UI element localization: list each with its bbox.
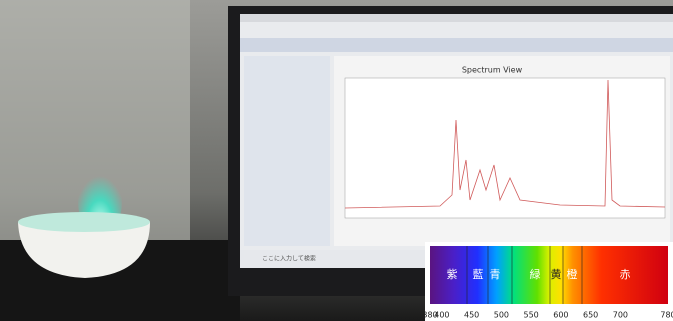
wavelength-label: 780: [660, 311, 673, 320]
photo: Spectrum View ここに入力して検索 紫藍青緑黄橙赤 38040045…: [0, 0, 673, 321]
color-name: 緑: [530, 267, 541, 281]
wavelength-label: 400: [434, 311, 449, 320]
wavelength-label: 600: [553, 311, 568, 320]
color-name: 黄: [551, 267, 562, 281]
wavelength-label: 700: [613, 311, 628, 320]
color-name: 赤: [620, 268, 631, 281]
bowl-rim: [18, 212, 150, 232]
plot-title: Spectrum View: [462, 66, 523, 75]
color-name: 紫: [447, 268, 458, 281]
title-bar: [240, 14, 673, 22]
color-name: 青: [490, 268, 501, 281]
spectrum-bar: [430, 246, 668, 304]
wavelength-label: 450: [464, 311, 479, 320]
color-name: 藍: [473, 268, 484, 281]
settings-panel: [244, 56, 330, 246]
wavelength-label: 500: [494, 311, 509, 320]
toolbar: [240, 38, 673, 52]
search-box: ここに入力して検索: [262, 255, 316, 263]
wavelength-label: 650: [583, 311, 598, 320]
color-name: 橙: [567, 267, 578, 281]
wavelength-label: 550: [524, 311, 539, 320]
plot-area: [345, 78, 665, 218]
